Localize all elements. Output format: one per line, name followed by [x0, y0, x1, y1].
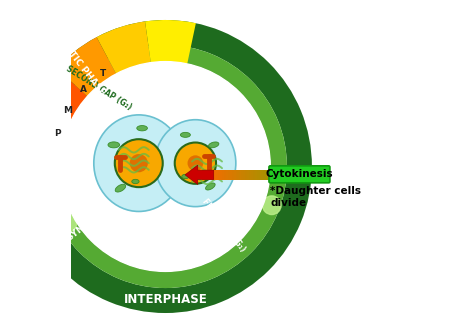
Ellipse shape: [206, 183, 215, 190]
Ellipse shape: [155, 120, 236, 206]
Bar: [297, 170, 299, 180]
Text: P: P: [55, 129, 61, 138]
Wedge shape: [44, 45, 287, 288]
Ellipse shape: [115, 184, 126, 192]
Bar: [251, 170, 253, 180]
Bar: [228, 170, 229, 180]
Ellipse shape: [181, 133, 191, 138]
Text: M: M: [64, 106, 73, 115]
Text: SYNTHESIS: SYNTHESIS: [65, 200, 116, 242]
Bar: [307, 170, 309, 180]
Circle shape: [130, 154, 148, 172]
Bar: [216, 170, 218, 180]
Bar: [214, 170, 216, 180]
Bar: [232, 170, 234, 180]
Circle shape: [188, 155, 203, 171]
Bar: [277, 170, 279, 180]
Bar: [291, 170, 292, 180]
Bar: [239, 170, 241, 180]
Bar: [237, 170, 239, 180]
Bar: [304, 170, 307, 180]
FancyBboxPatch shape: [269, 166, 330, 183]
Text: FIRST GAP (G₁): FIRST GAP (G₁): [201, 196, 247, 253]
Text: INTERPHASE: INTERPHASE: [124, 293, 207, 306]
Bar: [318, 170, 320, 180]
Wedge shape: [19, 20, 312, 313]
Ellipse shape: [94, 115, 184, 211]
Bar: [257, 170, 259, 180]
Bar: [224, 170, 226, 180]
Text: SECOND GAP (G₂): SECOND GAP (G₂): [64, 65, 133, 112]
Bar: [247, 170, 249, 180]
Bar: [234, 170, 236, 180]
Text: Cytokinesis: Cytokinesis: [265, 169, 333, 179]
Circle shape: [58, 214, 77, 232]
Bar: [314, 170, 316, 180]
Bar: [229, 170, 232, 180]
Ellipse shape: [137, 126, 147, 131]
Bar: [285, 170, 287, 180]
Bar: [269, 170, 271, 180]
Text: *Daughter cells
divide: *Daughter cells divide: [270, 186, 361, 208]
Circle shape: [175, 143, 216, 184]
Bar: [281, 170, 283, 180]
Bar: [206, 170, 208, 180]
Bar: [202, 170, 204, 180]
Text: MITOTIC PHASE: MITOTIC PHASE: [50, 29, 107, 97]
Bar: [310, 170, 312, 180]
Wedge shape: [97, 21, 151, 74]
Wedge shape: [19, 112, 68, 163]
Bar: [222, 170, 224, 180]
Bar: [249, 170, 251, 180]
Bar: [292, 170, 295, 180]
Bar: [241, 170, 244, 180]
Bar: [244, 170, 246, 180]
Bar: [267, 170, 269, 180]
Bar: [261, 170, 263, 180]
Bar: [226, 170, 228, 180]
Bar: [275, 170, 277, 180]
Bar: [263, 170, 265, 180]
Ellipse shape: [108, 142, 119, 148]
Text: A: A: [80, 85, 87, 94]
Bar: [212, 170, 214, 180]
Circle shape: [61, 62, 270, 271]
Bar: [204, 170, 206, 180]
Bar: [220, 170, 222, 180]
Bar: [301, 170, 302, 180]
Circle shape: [115, 139, 163, 187]
Bar: [208, 170, 210, 180]
Bar: [259, 170, 261, 180]
Wedge shape: [145, 20, 196, 64]
Ellipse shape: [209, 142, 219, 148]
Text: T: T: [100, 69, 106, 78]
Bar: [236, 170, 237, 180]
Bar: [316, 170, 318, 180]
Bar: [253, 170, 255, 180]
Bar: [312, 170, 314, 180]
Bar: [246, 170, 247, 180]
Bar: [265, 170, 267, 180]
Bar: [302, 170, 304, 180]
Bar: [309, 170, 310, 180]
Wedge shape: [29, 69, 87, 127]
FancyArrow shape: [185, 165, 214, 184]
Circle shape: [263, 196, 281, 214]
Bar: [279, 170, 281, 180]
Bar: [218, 170, 220, 180]
Bar: [289, 170, 291, 180]
Bar: [255, 170, 257, 180]
Ellipse shape: [132, 179, 139, 184]
Bar: [287, 170, 289, 180]
Bar: [273, 170, 275, 180]
Bar: [283, 170, 285, 180]
Ellipse shape: [182, 174, 189, 178]
Wedge shape: [56, 37, 116, 96]
Bar: [271, 170, 273, 180]
Bar: [295, 170, 297, 180]
Bar: [299, 170, 301, 180]
Bar: [210, 170, 212, 180]
